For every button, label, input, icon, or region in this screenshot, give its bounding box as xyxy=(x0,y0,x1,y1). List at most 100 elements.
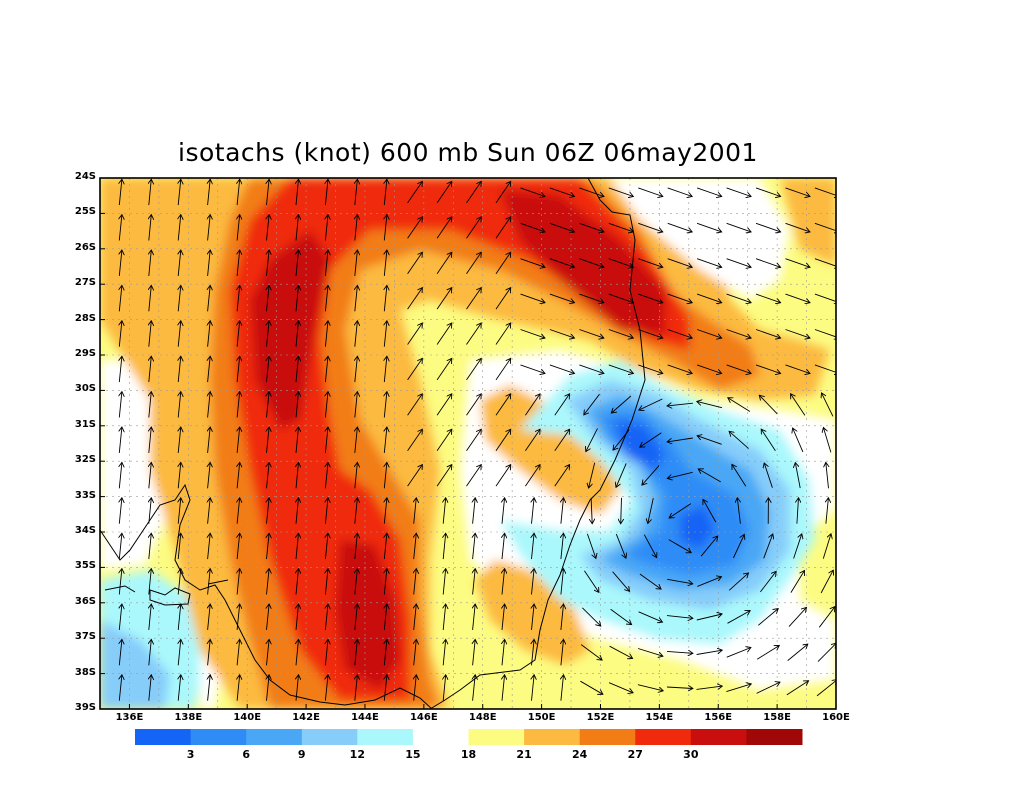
wind-arrow xyxy=(296,392,299,418)
wind-arrow xyxy=(119,498,122,524)
wind-arrow xyxy=(532,498,535,524)
wind-arrow xyxy=(436,358,452,381)
wind-arrow xyxy=(608,682,633,693)
wind-arrow xyxy=(178,285,181,312)
wind-arrow xyxy=(384,250,387,276)
wind-arrow xyxy=(237,250,240,276)
wind-arrow xyxy=(119,427,122,453)
wind-arrow xyxy=(728,573,748,591)
wind-arrow xyxy=(726,329,752,339)
wind-arrow xyxy=(586,533,596,559)
colorbar-swatch xyxy=(246,729,303,745)
wind-arrow xyxy=(296,215,299,241)
wind-arrow xyxy=(355,179,358,206)
wind-arrow xyxy=(407,465,423,487)
wind-arrow xyxy=(637,648,663,657)
wind-arrow xyxy=(613,429,630,450)
wind-arrow xyxy=(267,462,270,489)
wind-arrow xyxy=(436,252,452,274)
wind-arrow xyxy=(267,250,270,276)
wind-arrow xyxy=(726,222,752,232)
wind-arrow xyxy=(584,393,600,415)
wind-arrow xyxy=(149,285,152,312)
wind-arrow xyxy=(384,392,387,418)
wind-arrow xyxy=(237,285,240,312)
wind-arrow xyxy=(637,684,663,691)
wind-arrow xyxy=(726,293,752,303)
colorbar-swatch xyxy=(135,729,192,745)
wind-arrow xyxy=(267,498,270,524)
wind-arrow xyxy=(791,394,806,416)
wind-arrow xyxy=(267,356,270,383)
wind-arrow xyxy=(296,675,299,701)
wind-arrow xyxy=(149,321,152,347)
wind-arrow xyxy=(178,675,181,701)
wind-arrow xyxy=(325,215,328,241)
wind-arrow xyxy=(608,364,634,374)
wind-arrow xyxy=(208,392,211,418)
wind-arrow xyxy=(407,288,423,310)
wind-arrow xyxy=(466,358,482,381)
wind-arrow xyxy=(582,607,600,626)
wind-arrow xyxy=(237,675,240,701)
wind-arrow xyxy=(384,321,387,347)
wind-arrow xyxy=(755,222,781,232)
wind-arrow xyxy=(267,675,270,701)
wind-arrow xyxy=(667,578,693,584)
wind-arrow xyxy=(667,437,693,442)
wind-arrow xyxy=(149,533,152,560)
wind-arrow xyxy=(237,462,240,489)
wind-arrow xyxy=(325,462,328,489)
wind-arrow xyxy=(561,569,564,595)
lat-label: 37S xyxy=(74,631,96,643)
wind-arrow xyxy=(638,329,663,339)
lat-label: 24S xyxy=(74,171,96,182)
wind-arrow xyxy=(296,250,299,276)
wind-arrow xyxy=(703,499,717,523)
wind-arrow xyxy=(178,569,181,595)
wind-arrow xyxy=(208,462,211,489)
lat-label: 29S xyxy=(74,348,96,359)
wind-arrow xyxy=(466,181,482,204)
wind-arrow xyxy=(119,392,122,418)
wind-arrow xyxy=(414,675,417,701)
wind-arrow xyxy=(700,536,718,557)
wind-arrow xyxy=(697,401,723,409)
colorbar-swatch xyxy=(412,729,469,745)
wind-arrow xyxy=(760,571,776,593)
wind-arrow xyxy=(726,364,752,374)
colorbar-swatch xyxy=(524,729,581,745)
wind-arrow xyxy=(797,498,799,524)
wind-arrow xyxy=(384,639,387,666)
wind-arrow xyxy=(698,469,721,483)
wind-arrow xyxy=(667,471,693,478)
wind-arrow xyxy=(696,222,722,232)
wind-arrow xyxy=(119,675,122,701)
wind-arrow xyxy=(414,498,417,524)
wind-arrow xyxy=(355,250,358,276)
wind-arrow xyxy=(697,436,722,445)
wind-arrow xyxy=(696,329,722,339)
wind-arrow xyxy=(407,323,423,345)
wind-arrow xyxy=(237,215,240,241)
wind-arrow xyxy=(267,215,270,241)
wind-arrow xyxy=(820,570,833,594)
wind-arrow xyxy=(785,222,811,232)
wind-arrow xyxy=(267,533,270,560)
wind-arrow xyxy=(296,639,299,666)
wind-arrow xyxy=(355,215,358,241)
colorbar-swatch xyxy=(635,729,692,745)
wind-arrow xyxy=(520,258,546,268)
wind-arrow xyxy=(502,569,505,595)
wind-arrow xyxy=(466,323,482,345)
lon-label: 144E xyxy=(351,712,379,723)
wind-arrow xyxy=(612,571,630,592)
wind-arrow xyxy=(267,321,270,347)
lon-label: 136E xyxy=(115,712,144,723)
wind-arrow xyxy=(785,364,811,374)
colorbar-label: 12 xyxy=(349,748,365,761)
wind-arrow xyxy=(473,569,476,595)
wind-arrow xyxy=(384,179,387,206)
lat-label: 27S xyxy=(74,277,96,289)
